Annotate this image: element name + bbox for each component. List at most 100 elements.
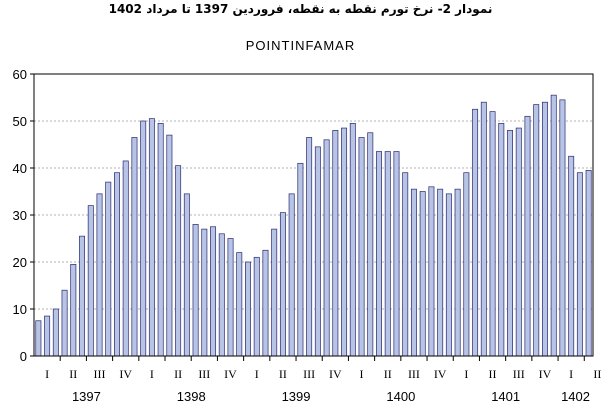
y-tick-label: 40 [13, 161, 27, 176]
quarter-tick-label: III [198, 367, 210, 381]
bar [437, 188, 444, 357]
quarter-tick-label: II [384, 367, 392, 381]
bar [376, 151, 382, 357]
quarter-tick-label: II [489, 367, 497, 381]
bar [227, 238, 234, 357]
y-tick-label: 20 [13, 255, 27, 270]
quarter-tick-label: III [513, 367, 525, 381]
bar [402, 172, 409, 357]
quarter-tick-label: II [174, 367, 182, 381]
quarter-tick-label: IV [539, 367, 552, 381]
bar [568, 155, 575, 357]
year-label: 1400 [386, 389, 415, 404]
bar [61, 289, 68, 357]
bar [489, 111, 496, 357]
bar [218, 233, 225, 357]
bar [541, 101, 548, 357]
bar [314, 146, 321, 357]
quarter-tick-label: III [303, 367, 315, 381]
bar [279, 212, 286, 357]
bar [428, 186, 435, 357]
bar [559, 99, 566, 357]
bar [175, 165, 182, 357]
bar [288, 193, 295, 357]
quarter-tick-label: IV [434, 367, 447, 381]
bar [498, 122, 505, 357]
bar [297, 162, 304, 357]
bar [306, 137, 313, 357]
bar [79, 235, 86, 357]
quarter-tick-label: IV [224, 367, 237, 381]
quarter-tick-label: II [593, 367, 601, 381]
bar [550, 94, 557, 357]
y-tick-label: 30 [13, 208, 27, 223]
bar [157, 122, 164, 357]
bar [210, 226, 217, 357]
bar [271, 228, 278, 357]
bar [332, 130, 339, 357]
bar [419, 191, 426, 357]
bar [201, 228, 208, 357]
quarter-tick-label: I [255, 367, 259, 381]
bar [524, 115, 531, 357]
bar [533, 104, 540, 357]
bar [114, 172, 120, 357]
y-tick-label: 10 [13, 302, 27, 317]
bar [35, 320, 42, 357]
bar [183, 193, 190, 357]
y-tick-label: 50 [13, 114, 27, 129]
bar [323, 139, 330, 357]
bar [52, 308, 59, 357]
quarter-tick-label: I [464, 367, 468, 381]
bar [44, 315, 51, 357]
year-label: 1401 [491, 389, 520, 404]
bar [262, 249, 269, 357]
bar [349, 122, 356, 357]
bar [358, 137, 365, 357]
bar [472, 108, 479, 357]
quarter-tick-label: II [279, 367, 287, 381]
quarter-tick-label: II [69, 367, 77, 381]
y-tick-label: 0 [20, 349, 27, 364]
quarter-tick-label: IV [119, 367, 132, 381]
bar [105, 181, 112, 357]
bar [576, 172, 583, 357]
bar [410, 188, 417, 357]
chart-title: POINTINFAMAR [245, 38, 356, 53]
bar [87, 205, 94, 357]
bar [245, 261, 251, 357]
quarter-tick-label: I [569, 367, 573, 381]
bar [236, 252, 243, 357]
bar [166, 134, 173, 357]
bar [585, 170, 592, 357]
bar [70, 264, 77, 357]
y-tick-label: 60 [13, 67, 27, 82]
bar [341, 127, 348, 357]
bar [480, 101, 487, 357]
bar [367, 132, 374, 357]
year-label: 1402 [561, 389, 590, 404]
bar [515, 127, 522, 357]
bar [140, 120, 147, 357]
bar [122, 160, 129, 357]
figure-caption: نمودار 2- نرخ تورم نقطه به نقطه، فروردین… [108, 2, 493, 16]
year-label: 1397 [72, 389, 101, 404]
bar [507, 130, 513, 357]
year-label: 1398 [177, 389, 206, 404]
bar [131, 137, 138, 357]
bar [463, 172, 470, 357]
bar [192, 224, 199, 357]
bar [454, 188, 461, 357]
quarter-tick-label: IV [329, 367, 342, 381]
bar [96, 193, 103, 357]
quarter-tick-label: I [45, 367, 49, 381]
quarter-tick-label: III [408, 367, 420, 381]
quarter-tick-label: I [360, 367, 364, 381]
bar [253, 256, 260, 357]
year-label: 1399 [282, 389, 311, 404]
bar [148, 118, 155, 357]
bar [445, 193, 452, 357]
bar [393, 151, 400, 357]
quarter-tick-label: I [150, 367, 154, 381]
